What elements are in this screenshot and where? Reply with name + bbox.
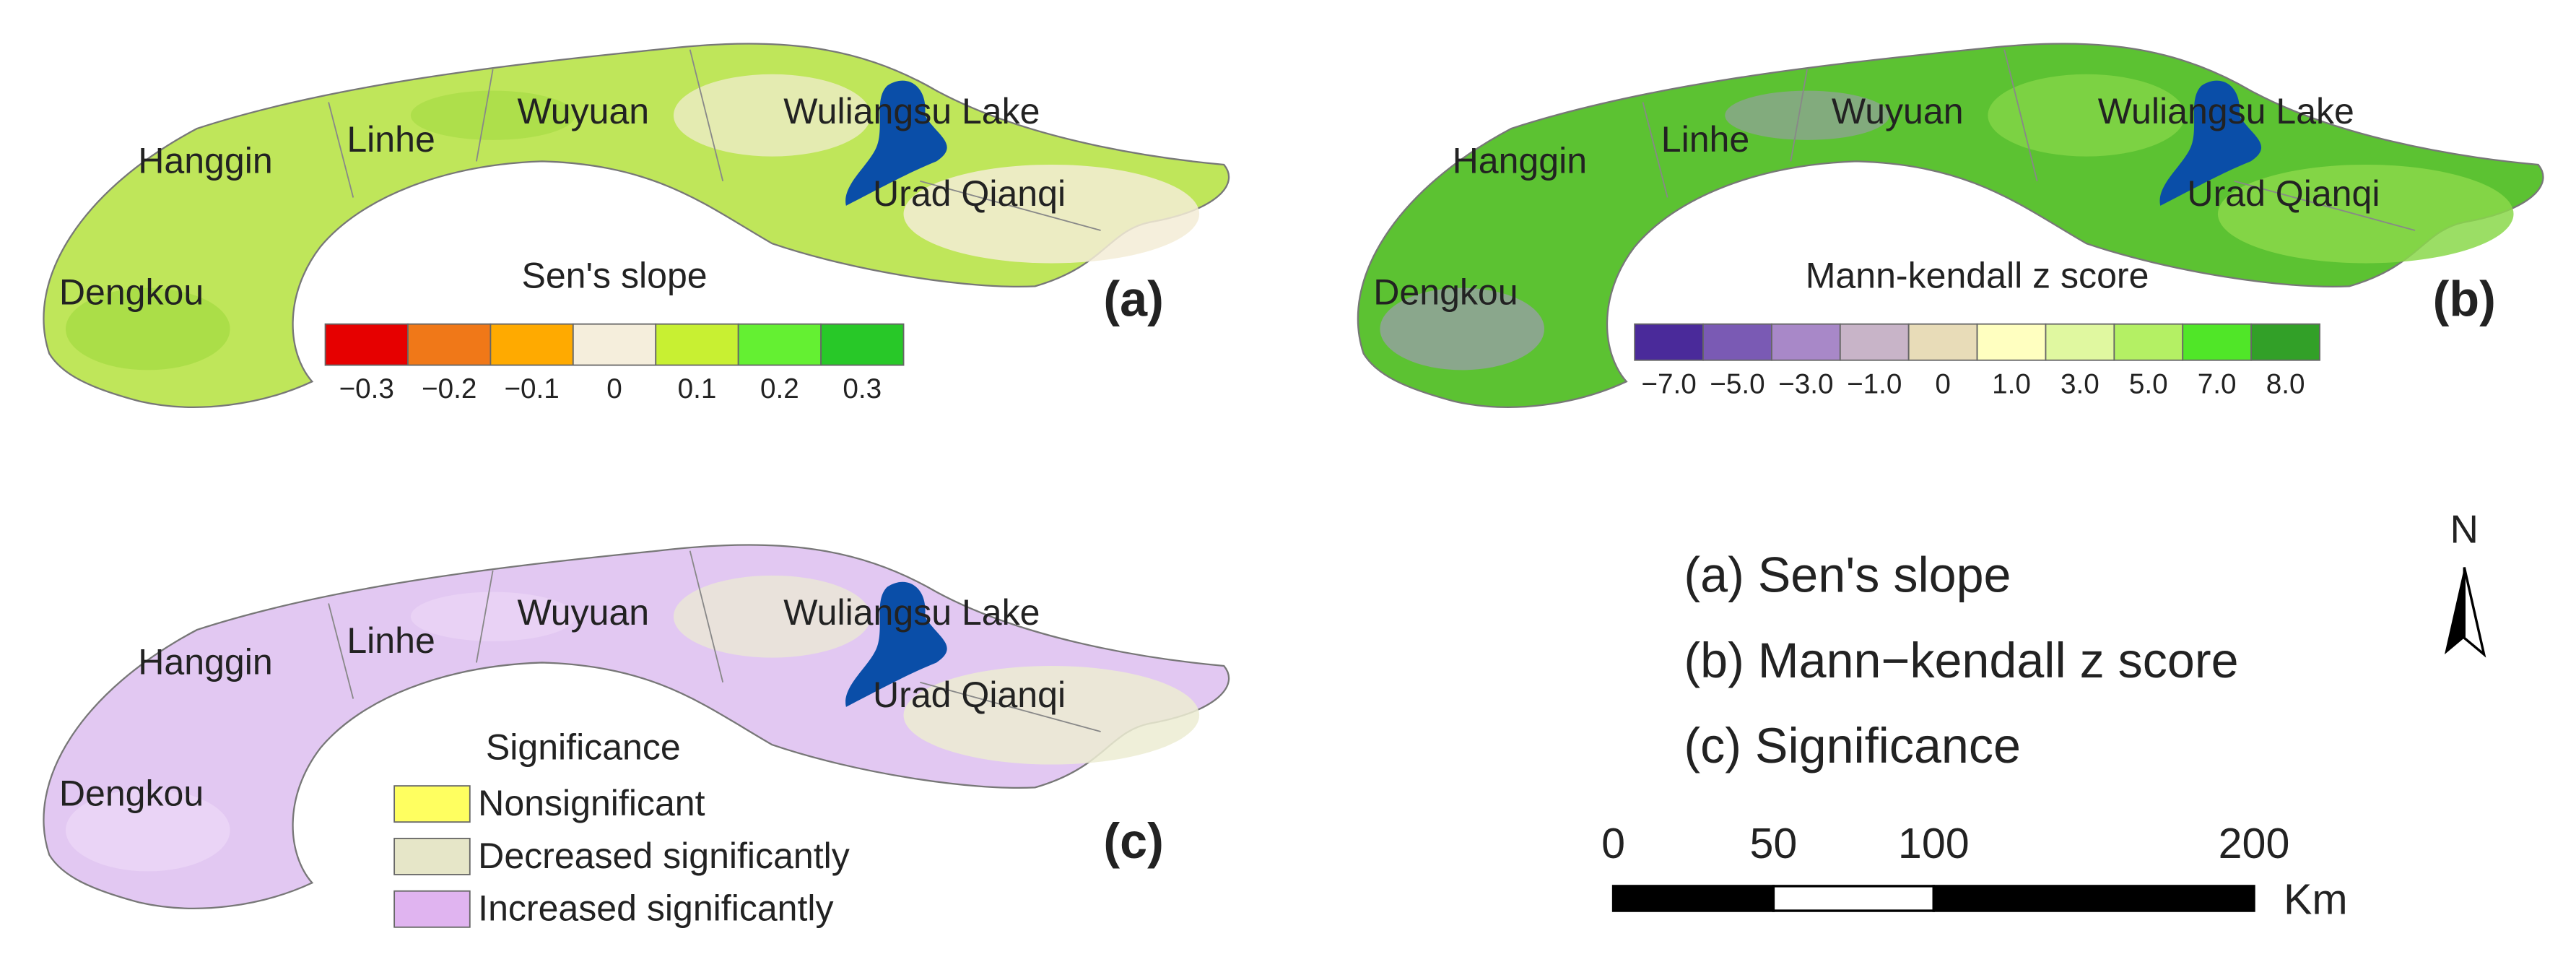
place-label: Linhe [347, 119, 435, 160]
place-label: Linhe [1661, 119, 1749, 160]
north-label: N [2450, 507, 2479, 551]
legend-swatch [2045, 323, 2115, 361]
place-label: Dengkou [59, 773, 204, 813]
texture [673, 575, 871, 658]
place-label: Wuyuan [517, 592, 649, 633]
scale-label: 50 [1750, 819, 1798, 867]
legend-label: −3.0 [1778, 368, 1833, 399]
place-label: Wuliangsu Lake [2098, 91, 2354, 131]
texture [1725, 90, 1889, 140]
legend-label: Increased significantly [478, 888, 833, 929]
legend-title: Sen's slope [521, 256, 707, 296]
place-label: Dengkou [1373, 272, 1518, 312]
map-panel: Hanggin Linhe Wuyuan Wuliangsu Lake Urad Qia… [1357, 43, 2544, 408]
place-label: Wuliangsu Lake [783, 592, 1040, 633]
legend-label: −0.3 [339, 373, 394, 404]
panel-label: (a) [1103, 272, 1163, 326]
legend-label: 0.3 [843, 373, 882, 404]
legend-swatch [1771, 323, 1841, 361]
legend-label: −0.1 [504, 373, 559, 404]
legend-label: Decreased significantly [478, 836, 850, 876]
legend-label: 8.0 [2266, 368, 2305, 399]
district-border [1642, 49, 2416, 231]
place-label: Wuliangsu Lake [783, 91, 1040, 131]
texture [903, 665, 1200, 765]
north-arrow: N [2444, 507, 2486, 658]
texture [410, 90, 575, 140]
texture [1380, 287, 1544, 370]
map-panel: Hanggin Linhe Wuyuan Wuliangsu Lake Urad Qia… [43, 544, 1230, 909]
texture [903, 164, 1200, 264]
north-arrow-right [2463, 567, 2486, 658]
place-label: Dengkou [59, 272, 204, 312]
legend-swatch [324, 323, 409, 366]
legend-swatch [820, 323, 905, 366]
legend-swatch [489, 323, 574, 366]
north-arrow-left [2444, 567, 2465, 655]
scale-segment [1611, 885, 1775, 912]
place-label: Hanggin [138, 641, 272, 682]
legend-label: 0 [606, 373, 622, 404]
place-label: Urad Qianqi [2187, 173, 2380, 214]
legend-label: 1.0 [1992, 368, 2031, 399]
legend-swatch [1907, 323, 1978, 361]
legend-swatch [737, 323, 822, 366]
district-border [328, 49, 1101, 231]
district-border [328, 550, 1101, 732]
legend-swatch [393, 890, 471, 928]
legend-label: −0.2 [422, 373, 477, 404]
legend-swatch [1839, 323, 1910, 361]
legend-title: Significance [486, 727, 681, 768]
texture [66, 287, 230, 370]
scale-label: 200 [2219, 819, 2290, 867]
legend-label: 7.0 [2198, 368, 2237, 399]
map-panel: Hanggin Linhe Wuyuan Wuliangsu Lake Urad Qia… [43, 43, 1230, 408]
place-label: Wuyuan [517, 91, 649, 131]
legend-swatch [1976, 323, 2047, 361]
scale-label: 0 [1601, 819, 1625, 867]
legend-label: Nonsignificant [478, 783, 705, 823]
legend-label: −1.0 [1847, 368, 1902, 399]
texture [410, 592, 575, 641]
key-entry: (a) Sen's slope [1684, 548, 2011, 603]
place-label: Urad Qianqi [873, 675, 1066, 715]
legend-swatch [393, 785, 471, 823]
legend-swatch [1634, 323, 1704, 361]
legend-swatch [2182, 323, 2253, 361]
panels: Hanggin Linhe Wuyuan Wuliangsu Lake Urad Qia… [43, 43, 2544, 909]
legend-label: −7.0 [1641, 368, 1696, 399]
panel-label: (c) [1103, 814, 1163, 869]
key-entry: (c) Significance [1684, 719, 2021, 774]
legend-swatch [2113, 323, 2184, 361]
scale-unit: Km [2284, 875, 2348, 924]
legend-label: 0.1 [678, 373, 717, 404]
place-label: Linhe [347, 620, 435, 661]
panel-label: (b) [2433, 272, 2496, 326]
texture [673, 74, 871, 157]
texture [1988, 74, 2185, 157]
legend-swatch [572, 323, 657, 366]
place-label: Hanggin [1453, 140, 1587, 181]
legend-swatch [655, 323, 739, 366]
legend-label: 3.0 [2061, 368, 2099, 399]
legend-label: 0.2 [760, 373, 799, 404]
legend-swatch [1702, 323, 1772, 361]
scale-segment [1932, 885, 2255, 912]
legend-label: 5.0 [2129, 368, 2168, 399]
place-label: Wuyuan [1832, 91, 1964, 131]
key-entry: (b) Mann−kendall z score [1684, 633, 2238, 688]
legend-swatch [407, 323, 492, 366]
texture [66, 789, 230, 872]
legend-swatch [2250, 323, 2320, 361]
texture [2217, 164, 2514, 264]
place-label: Urad Qianqi [873, 173, 1066, 214]
scale-segment [1772, 885, 1935, 912]
scale-label: 100 [1898, 819, 1970, 867]
legend-title: Mann-kendall z score [1806, 256, 2149, 296]
place-label: Hanggin [138, 140, 272, 181]
legend-label: −5.0 [1710, 368, 1765, 399]
legend-label: 0 [1935, 368, 1951, 399]
legend-swatch [393, 838, 471, 875]
